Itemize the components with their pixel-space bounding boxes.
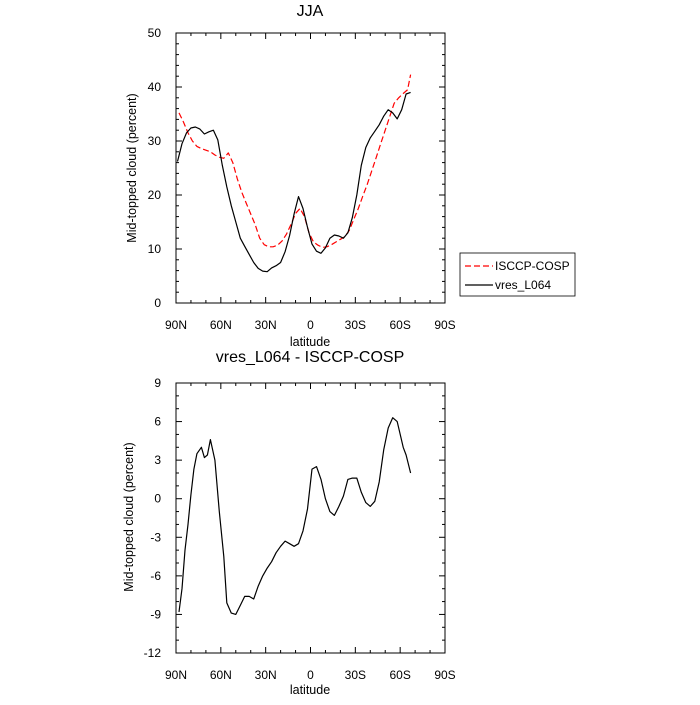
y-tick-label: 20 (148, 188, 162, 202)
x-tick-label: 60S (389, 668, 410, 682)
y-tick-label: 0 (154, 492, 161, 506)
y-tick-label: -12 (144, 646, 162, 660)
top-series-line-vres-l064 (176, 91, 411, 273)
legend-label-isccp-cosp: ISCCP-COSP (495, 259, 570, 273)
top-legend: ISCCP-COSP vres_L064 (459, 252, 576, 297)
y-tick-label: 40 (148, 80, 162, 94)
top-plot-frame (175, 32, 446, 304)
top-y-axis-label: Mid-topped cloud (percent) (125, 93, 139, 242)
y-tick-label: 6 (154, 415, 161, 429)
top-ticks: 90N 60N 30N 0 30S 60S 90S 0 10 20 30 40 50 (148, 26, 456, 332)
y-tick-label: 9 (154, 376, 161, 390)
x-tick-label: 30S (345, 318, 366, 332)
legend-box (459, 252, 576, 297)
y-tick-label: 30 (148, 134, 162, 148)
y-tick-label: 10 (148, 242, 162, 256)
panel-top: JJA latitude Mid-topped cloud (percent) … (125, 3, 576, 349)
x-tick-label: 0 (307, 318, 314, 332)
y-tick-label: -6 (150, 569, 161, 583)
x-tick-label: 90S (434, 318, 455, 332)
y-tick-label: 50 (148, 26, 162, 40)
y-tick-label: 0 (154, 296, 161, 310)
x-tick-label: 30N (255, 668, 277, 682)
x-tick-label: 90S (434, 668, 455, 682)
bottom-lines (178, 417, 412, 616)
x-tick-label: 0 (307, 668, 314, 682)
x-tick-label: 90N (165, 668, 187, 682)
x-tick-label: 90N (165, 318, 187, 332)
bottom-ticks: 90N 60N 30N 0 30S 60S 90S -12 -9 -6 -3 0 3 6 9 (144, 376, 456, 682)
bottom-series-line-difference (178, 417, 412, 616)
x-tick-label: 60S (389, 318, 410, 332)
top-x-axis-label: latitude (290, 335, 330, 349)
bottom-chart-title: vres_L064 - ISCCP-COSP (216, 349, 405, 366)
legend-label-vres-l064: vres_L064 (495, 278, 551, 292)
x-tick-label: 30N (255, 318, 277, 332)
top-series-line-isccp-cosp (178, 74, 412, 248)
bottom-y-axis-label: Mid-topped cloud (percent) (122, 442, 136, 591)
panel-bottom: vres_L064 - ISCCP-COSP latitude Mid-topp… (122, 349, 456, 697)
bottom-x-axis-label: latitude (290, 683, 330, 697)
top-chart-title: JJA (297, 3, 324, 20)
x-tick-label: 60N (210, 318, 232, 332)
x-tick-label: 30S (345, 668, 366, 682)
y-tick-label: -9 (150, 607, 161, 621)
y-tick-label: -3 (150, 530, 161, 544)
x-tick-label: 60N (210, 668, 232, 682)
y-tick-label: 3 (154, 453, 161, 467)
bottom-plot-frame (175, 382, 446, 654)
top-lines (176, 74, 412, 273)
